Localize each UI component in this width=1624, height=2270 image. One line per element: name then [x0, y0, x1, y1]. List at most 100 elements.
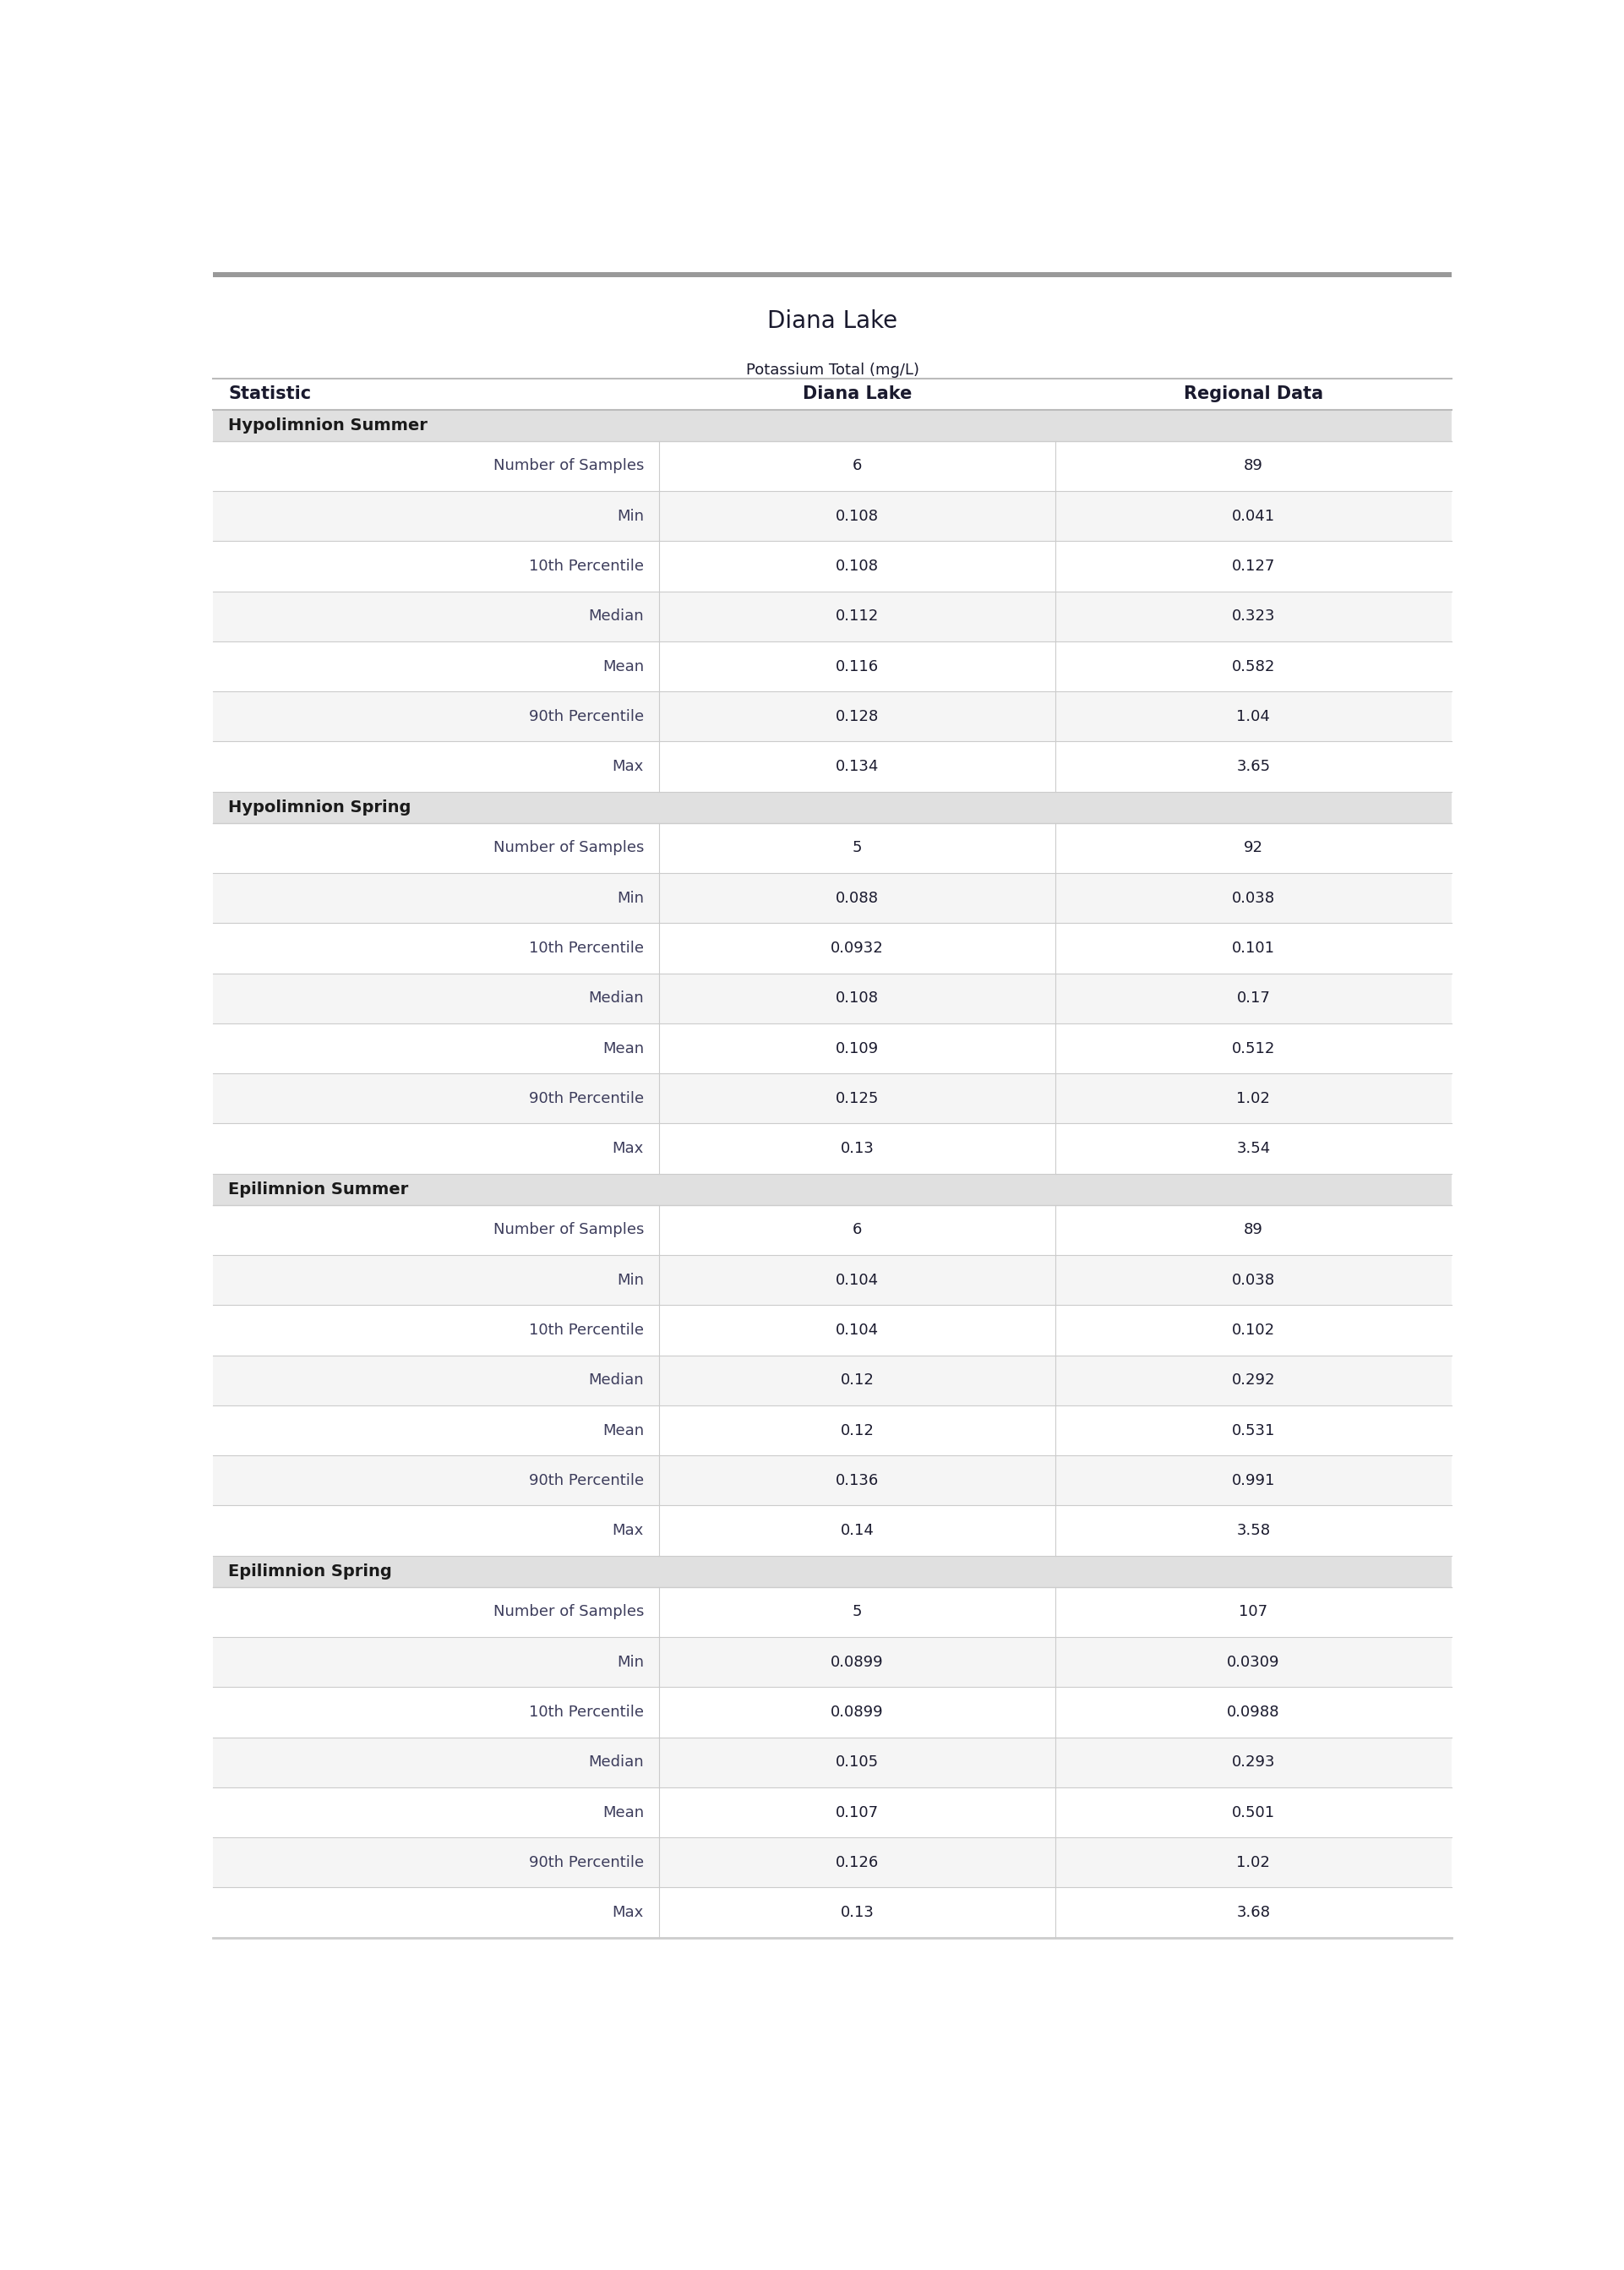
Text: Min: Min [617, 1273, 643, 1287]
Text: 0.105: 0.105 [835, 1755, 879, 1771]
Text: 6: 6 [853, 1221, 862, 1237]
Text: 0.531: 0.531 [1231, 1423, 1275, 1437]
Text: 0.0899: 0.0899 [830, 1655, 883, 1671]
Bar [213, 1555, 1452, 1587]
Text: Median: Median [588, 1373, 643, 1387]
Text: Median: Median [588, 608, 643, 624]
Text: 3.68: 3.68 [1236, 1905, 1270, 1920]
Bar [213, 1405, 1452, 1455]
Text: 0.109: 0.109 [835, 1042, 879, 1056]
Text: 92: 92 [1244, 840, 1263, 856]
Bar [213, 1737, 1452, 1786]
Text: Hypolimnion Summer: Hypolimnion Summer [227, 418, 427, 434]
Text: Mean: Mean [603, 1423, 643, 1437]
Bar [213, 874, 1452, 924]
Text: 0.323: 0.323 [1231, 608, 1275, 624]
Text: 10th Percentile: 10th Percentile [529, 558, 643, 574]
Text: 3.54: 3.54 [1236, 1142, 1270, 1155]
Text: 0.991: 0.991 [1231, 1473, 1275, 1489]
Text: Diana Lake: Diana Lake [767, 309, 898, 334]
Text: 0.038: 0.038 [1231, 890, 1275, 906]
Text: 0.134: 0.134 [835, 758, 879, 774]
Text: 10th Percentile: 10th Percentile [529, 1705, 643, 1721]
Bar [213, 590, 1452, 642]
Bar [213, 792, 1452, 824]
Text: 0.12: 0.12 [840, 1423, 874, 1437]
Bar [213, 1889, 1452, 1939]
Text: Max: Max [612, 1523, 643, 1539]
Bar [213, 277, 1452, 379]
Bar [213, 1505, 1452, 1555]
Text: Min: Min [617, 508, 643, 524]
Bar [213, 1074, 1452, 1124]
Text: 0.127: 0.127 [1231, 558, 1275, 574]
Text: Min: Min [617, 890, 643, 906]
Text: 0.292: 0.292 [1231, 1373, 1275, 1387]
Text: 107: 107 [1239, 1605, 1268, 1619]
Text: 0.0899: 0.0899 [830, 1705, 883, 1721]
Bar [213, 1786, 1452, 1836]
Bar [213, 1687, 1452, 1737]
Bar [213, 1355, 1452, 1405]
Text: 10th Percentile: 10th Percentile [529, 1323, 643, 1337]
Text: 0.108: 0.108 [835, 558, 879, 574]
Bar [213, 1255, 1452, 1305]
Text: 3.65: 3.65 [1236, 758, 1270, 774]
Bar [213, 974, 1452, 1024]
Text: 0.17: 0.17 [1236, 990, 1270, 1006]
Text: 0.126: 0.126 [835, 1855, 879, 1870]
Bar [213, 272, 1452, 277]
Text: 0.136: 0.136 [835, 1473, 879, 1489]
Text: 0.12: 0.12 [840, 1373, 874, 1387]
Text: 5: 5 [853, 1605, 862, 1619]
Text: Statistic: Statistic [227, 386, 312, 402]
Text: 0.14: 0.14 [840, 1523, 874, 1539]
Text: 0.104: 0.104 [835, 1273, 879, 1287]
Text: Epilimnion Summer: Epilimnion Summer [227, 1180, 408, 1196]
Text: Mean: Mean [603, 1805, 643, 1821]
Text: 0.0309: 0.0309 [1228, 1655, 1280, 1671]
Text: Epilimnion Spring: Epilimnion Spring [227, 1564, 391, 1580]
Text: 5: 5 [853, 840, 862, 856]
Text: 0.128: 0.128 [835, 708, 879, 724]
Bar [213, 1124, 1452, 1174]
Text: 0.0932: 0.0932 [830, 940, 883, 956]
Text: 89: 89 [1244, 1221, 1263, 1237]
Text: 0.104: 0.104 [835, 1323, 879, 1337]
Text: Number of Samples: Number of Samples [494, 1605, 643, 1619]
Bar [213, 1305, 1452, 1355]
Text: Max: Max [612, 1142, 643, 1155]
Text: Potassium Total (mg/L): Potassium Total (mg/L) [745, 363, 919, 377]
Bar [213, 379, 1452, 409]
Text: Regional Data: Regional Data [1184, 386, 1324, 402]
Text: 0.041: 0.041 [1231, 508, 1275, 524]
Text: 0.108: 0.108 [835, 508, 879, 524]
Bar [213, 1455, 1452, 1505]
Text: Min: Min [617, 1655, 643, 1671]
Text: 0.0988: 0.0988 [1228, 1705, 1280, 1721]
Text: 0.116: 0.116 [835, 658, 879, 674]
Text: 3.58: 3.58 [1236, 1523, 1270, 1539]
Bar [213, 1637, 1452, 1687]
Text: 1.02: 1.02 [1236, 1092, 1270, 1105]
Text: Max: Max [612, 1905, 643, 1920]
Text: 1.04: 1.04 [1236, 708, 1270, 724]
Text: Median: Median [588, 1755, 643, 1771]
Bar [213, 1587, 1452, 1637]
Text: 0.101: 0.101 [1233, 940, 1275, 956]
Text: 10th Percentile: 10th Percentile [529, 940, 643, 956]
Text: 0.501: 0.501 [1231, 1805, 1275, 1821]
Bar [213, 692, 1452, 742]
Text: Mean: Mean [603, 658, 643, 674]
Text: 0.107: 0.107 [835, 1805, 879, 1821]
Text: 0.108: 0.108 [835, 990, 879, 1006]
Text: 0.13: 0.13 [840, 1905, 874, 1920]
Text: 0.293: 0.293 [1231, 1755, 1275, 1771]
Text: Number of Samples: Number of Samples [494, 840, 643, 856]
Bar [213, 1174, 1452, 1205]
Text: Max: Max [612, 758, 643, 774]
Text: 0.102: 0.102 [1231, 1323, 1275, 1337]
Text: 0.13: 0.13 [840, 1142, 874, 1155]
Text: Number of Samples: Number of Samples [494, 459, 643, 474]
Bar [213, 1836, 1452, 1889]
